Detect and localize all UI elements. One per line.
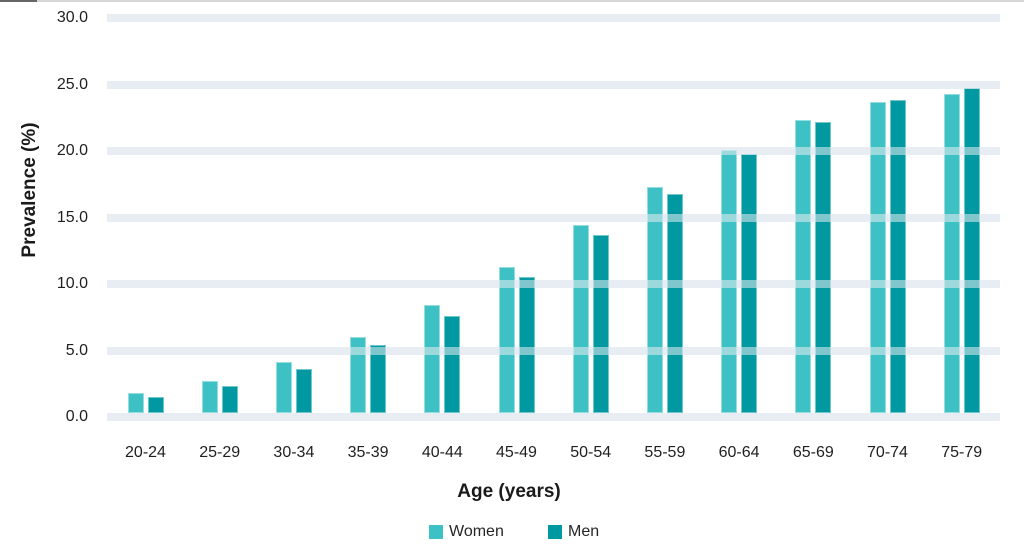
top-rule-line (0, 0, 1024, 2)
bar-women-20-24 (127, 393, 144, 413)
gridline-overlay-30.0 (107, 14, 1000, 22)
legend-swatch-women (429, 525, 443, 539)
bar-women-70-74 (869, 101, 886, 413)
gridline-overlay-25.0 (107, 80, 1000, 89)
bar-women-75-79 (943, 93, 960, 413)
x-tick-label-45-49: 45-49 (496, 444, 537, 461)
bar-men-30-34 (295, 369, 312, 413)
y-tick-label-0.0: 0.0 (65, 408, 88, 425)
legend-label-men: Men (568, 523, 600, 540)
gridline-overlay-0.0 (107, 413, 1000, 421)
bar-men-55-59 (666, 193, 683, 413)
bar-men-35-39 (370, 345, 387, 413)
bar-women-50-54 (572, 225, 589, 413)
legend-item-women: Women (429, 524, 504, 540)
bar-men-40-44 (444, 315, 461, 413)
bar-women-65-69 (795, 120, 812, 413)
bar-women-35-39 (350, 337, 367, 413)
x-tick-label-70-74: 70-74 (867, 444, 908, 461)
legend: Women Men (0, 524, 1024, 542)
y-tick-label-20.0: 20.0 (56, 142, 88, 159)
bar-men-25-29 (221, 386, 238, 413)
bar-men-75-79 (963, 88, 980, 413)
x-tick-label-30-34: 30-34 (273, 444, 315, 461)
gridline-overlay-20.0 (107, 147, 1000, 155)
legend-swatch-men (548, 525, 562, 539)
x-tick-label-40-44: 40-44 (421, 444, 463, 461)
bar-women-30-34 (275, 362, 292, 413)
gridline-overlay-10.0 (107, 280, 1000, 288)
x-tick-label-35-39: 35-39 (347, 444, 389, 461)
x-tick-label-55-59: 55-59 (644, 444, 686, 461)
legend-label-women: Women (449, 523, 504, 540)
y-tick-label-30.0: 30.0 (56, 9, 88, 26)
x-tick-label-75-79: 75-79 (941, 444, 983, 461)
y-tick-label-25.0: 25.0 (56, 75, 88, 93)
bar-men-50-54 (592, 234, 609, 413)
bar-women-45-49 (498, 266, 515, 413)
top-rule-accent-line (0, 0, 37, 2)
bar-women-40-44 (424, 305, 441, 413)
bar-men-45-49 (518, 277, 535, 413)
bar-women-55-59 (646, 186, 663, 413)
bar-men-20-24 (147, 397, 164, 413)
bar-women-25-29 (201, 381, 218, 413)
legend-item-men: Men (548, 524, 599, 540)
x-tick-label-60-64: 60-64 (718, 444, 760, 461)
bar-men-70-74 (889, 100, 906, 413)
y-tick-label-10.0: 10.0 (56, 275, 88, 292)
bar-men-65-69 (815, 121, 832, 413)
x-tick-label-20-24: 20-24 (125, 444, 166, 461)
x-tick-label-25-29: 25-29 (199, 444, 241, 461)
x-axis-title: Age (years) (457, 481, 561, 502)
y-tick-label-15.0: 15.0 (56, 208, 88, 226)
x-tick-label-50-54: 50-54 (570, 444, 612, 461)
gridline-overlay-5.0 (107, 346, 1000, 355)
x-tick-label-65-69: 65-69 (792, 444, 834, 461)
gridline-overlay-15.0 (107, 213, 1000, 222)
y-tick-label-5.0: 5.0 (65, 341, 88, 359)
